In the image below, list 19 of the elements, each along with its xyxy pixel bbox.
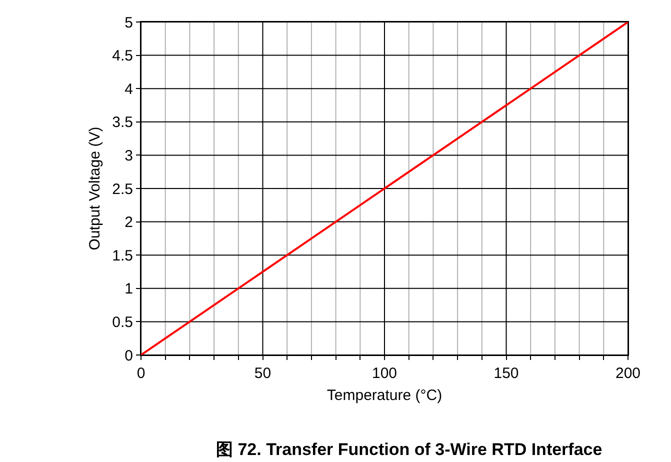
y-tick-label: 4.5 <box>112 48 133 65</box>
y-axis-title: Output Voltage (V) <box>86 126 104 250</box>
x-tick-label: 0 <box>136 365 146 382</box>
y-tick-label: 2 <box>124 214 133 232</box>
y-tick-label: 3 <box>124 147 133 164</box>
y-tick-label: 0 <box>124 347 133 364</box>
x-tick-label: 100 <box>372 365 398 382</box>
text: 图 72. Transfer Function of 3-Wire RTD Interface <box>216 440 602 459</box>
x-tick-label: 200 <box>615 365 641 382</box>
x-tick-label: 150 <box>494 365 519 382</box>
x-axis-title: Temperature (°C) <box>326 387 442 404</box>
y-tick-label: 2.5 <box>112 180 133 198</box>
x-tick-label: 50 <box>254 365 272 382</box>
y-tick-label: 3.5 <box>112 114 133 132</box>
y-tick-label: 1 <box>124 280 133 298</box>
y-tick-label: 1.5 <box>112 247 133 264</box>
y-tick-label: 5 <box>124 14 133 32</box>
y-tick-label: 0.5 <box>112 314 133 331</box>
y-tick-label: 4 <box>124 80 133 98</box>
